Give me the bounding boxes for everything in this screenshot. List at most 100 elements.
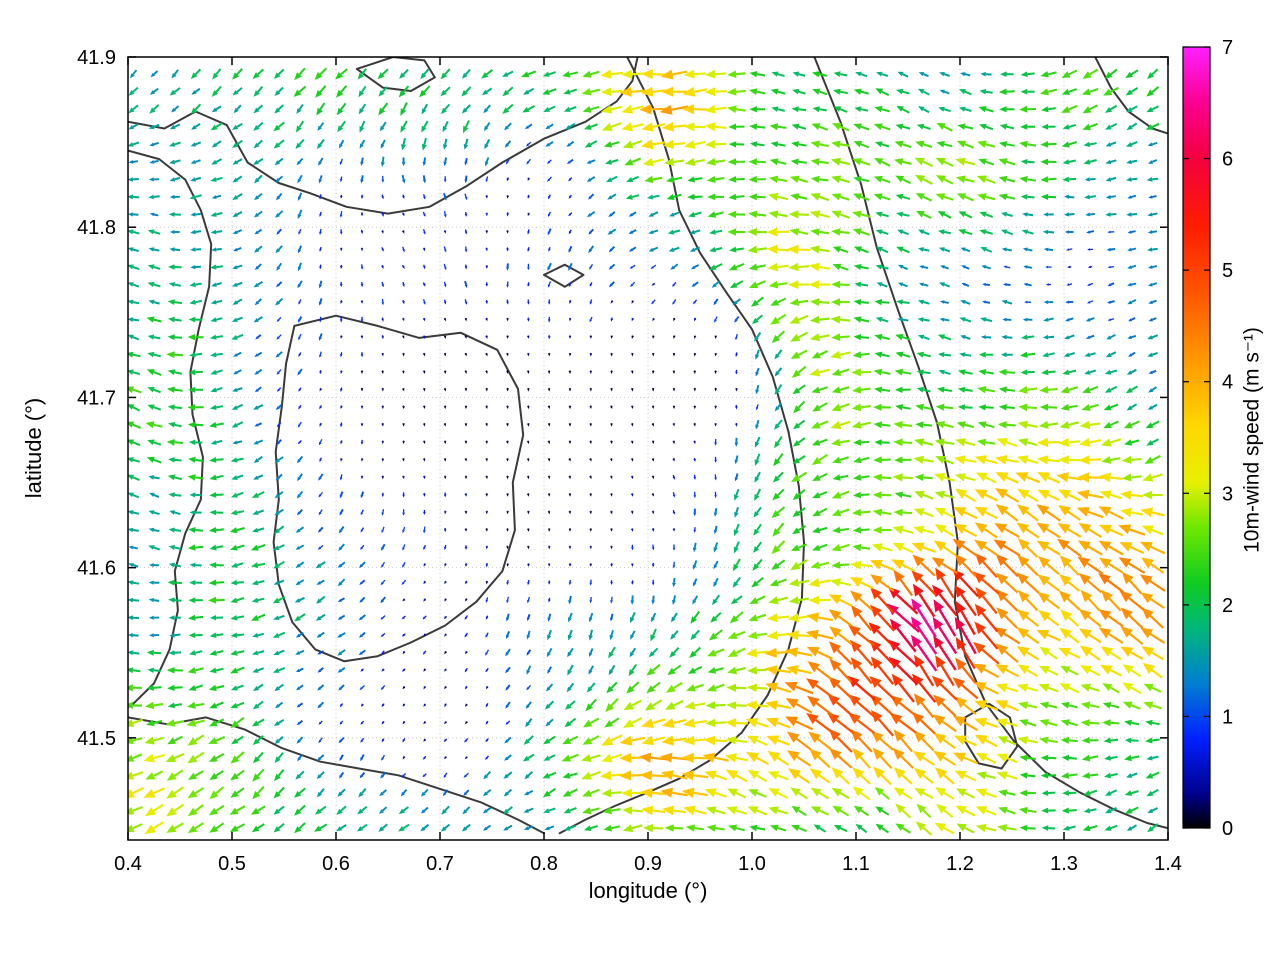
wind-arrow <box>527 247 530 252</box>
wind-arrow <box>1018 701 1038 710</box>
wind-arrow <box>871 730 894 751</box>
wind-arrow <box>588 228 594 235</box>
wind-arrow <box>398 806 409 815</box>
wind-arrow <box>527 596 531 604</box>
wind-arrow <box>296 684 304 691</box>
wind-arrow <box>976 771 996 780</box>
wind-arrow <box>464 667 468 673</box>
wind-arrow <box>1017 664 1039 678</box>
wind-arrow <box>148 580 160 585</box>
wind-arrow <box>339 754 344 761</box>
wind-arrow <box>914 473 933 481</box>
wind-arrow <box>808 595 831 605</box>
wind-arrow <box>298 229 302 235</box>
wind-arrow <box>582 807 600 815</box>
wind-arrow <box>128 563 139 568</box>
wind-arrow <box>402 721 406 725</box>
wind-arrow <box>545 718 554 727</box>
wind-arrow <box>380 632 386 638</box>
wind-arrow <box>1066 283 1073 286</box>
wind-arrow <box>589 458 592 462</box>
wind-arrow <box>1126 122 1138 131</box>
wind-arrow <box>504 736 512 744</box>
wind-arrow <box>954 488 977 503</box>
wind-arrow <box>871 543 893 552</box>
wind-arrow <box>441 805 450 815</box>
wind-arrow <box>895 123 911 130</box>
wind-arrow <box>1019 140 1037 148</box>
wind-arrow <box>806 678 834 699</box>
wind-arrow <box>1057 523 1082 538</box>
wind-arrow <box>319 404 323 410</box>
wind-arrow <box>918 72 929 78</box>
wind-arrow <box>1085 334 1095 339</box>
wind-arrow <box>1022 212 1034 217</box>
wind-arrow <box>668 246 680 252</box>
wind-arrow <box>150 70 159 78</box>
wind-arrow <box>705 701 726 710</box>
wind-arrow <box>937 352 952 358</box>
wind-arrow <box>1076 507 1104 519</box>
wind-arrow <box>982 300 991 304</box>
wind-arrow <box>167 702 183 709</box>
wind-arrow <box>339 474 343 481</box>
wind-arrow <box>464 422 468 427</box>
wind-arrow <box>254 422 262 427</box>
wind-arrow <box>873 403 891 411</box>
wind-arrow <box>506 579 509 586</box>
wind-arrow <box>974 717 999 729</box>
wind-arrow <box>210 317 223 323</box>
wind-arrow <box>168 212 181 217</box>
wind-arrow <box>853 299 869 306</box>
wind-arrow <box>166 439 183 446</box>
wind-arrow <box>356 823 368 832</box>
wind-arrow <box>274 769 285 782</box>
wind-arrow <box>542 88 557 95</box>
wind-arrow <box>149 563 159 568</box>
wind-arrow <box>1038 420 1059 429</box>
wind-arrow <box>566 158 574 164</box>
wind-arrow <box>873 421 891 429</box>
wind-arrow <box>665 681 683 693</box>
wind-arrow <box>791 543 807 551</box>
wind-arrow <box>485 440 488 445</box>
wind-arrow <box>628 246 637 252</box>
wind-arrow <box>360 212 364 217</box>
wind-arrow <box>586 159 596 164</box>
x-tick-label: 1.1 <box>842 853 870 875</box>
wind-arrow <box>792 455 806 464</box>
wind-arrow <box>893 421 913 429</box>
wind-arrow <box>147 667 161 673</box>
wind-arrow <box>294 804 306 816</box>
wind-arrow <box>1062 123 1077 130</box>
wind-arrow <box>464 352 467 357</box>
wind-arrow <box>830 578 851 587</box>
wind-arrow <box>917 247 930 252</box>
wind-arrow <box>380 579 386 586</box>
wind-arrow <box>898 264 909 271</box>
wind-arrow <box>232 211 243 217</box>
wind-arrow <box>441 103 451 115</box>
wind-arrow <box>1085 212 1095 217</box>
wind-arrow <box>1078 573 1103 594</box>
wind-arrow <box>809 210 830 219</box>
wind-arrow <box>918 106 930 114</box>
wind-arrow <box>360 527 365 533</box>
wind-arrow <box>933 732 956 749</box>
wind-arrow <box>853 123 870 131</box>
wind-arrow <box>128 351 141 358</box>
wind-arrow <box>1098 609 1124 628</box>
wind-arrow <box>297 316 303 323</box>
wind-arrow <box>1124 806 1139 814</box>
wind-arrow <box>648 246 659 252</box>
wind-arrow <box>1124 439 1140 446</box>
wind-arrow <box>526 684 532 691</box>
wind-arrow <box>209 457 224 463</box>
tick-layer <box>127 56 1169 840</box>
wind-arrow <box>682 86 708 97</box>
wind-arrow <box>169 87 181 96</box>
wind-arrow <box>1060 736 1078 744</box>
wind-arrow <box>443 192 447 201</box>
wind-arrow <box>211 281 222 287</box>
wind-arrow <box>831 490 850 499</box>
